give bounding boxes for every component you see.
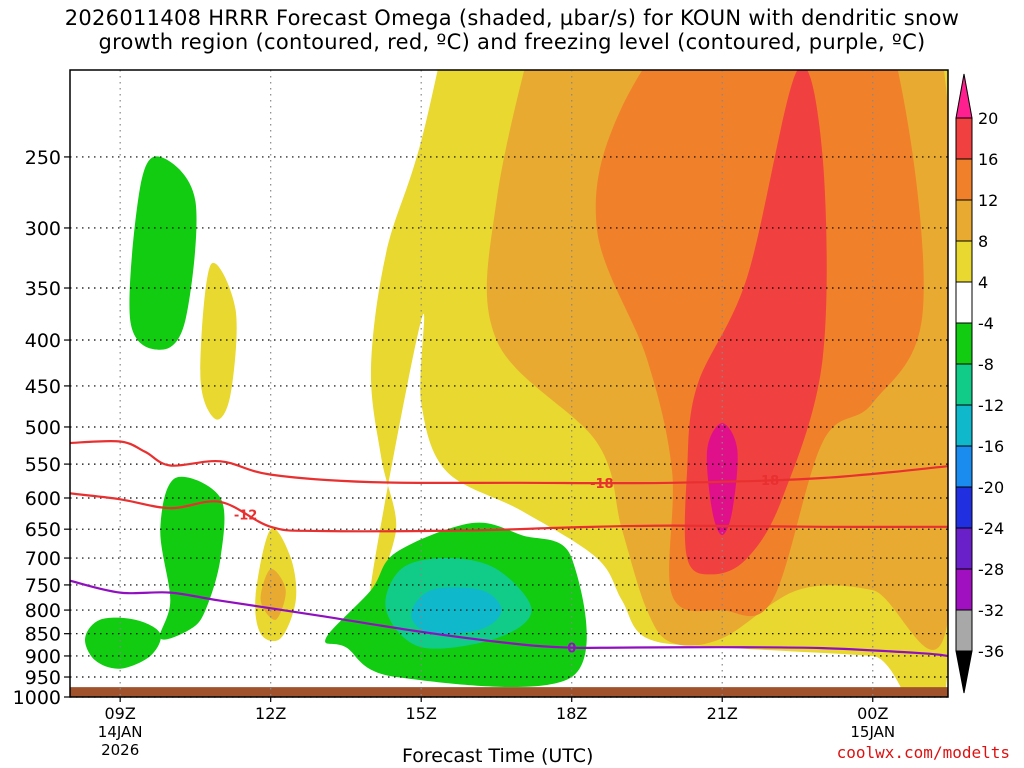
- colorbar-label-4: 4: [978, 273, 988, 292]
- y-tick-label-900: 900: [25, 646, 61, 668]
- title-line-2: growth region (contoured, red, ºC) and f…: [98, 30, 926, 54]
- x-tick-label-00Z: 00Z: [857, 704, 888, 723]
- colorbar-label-1: 16: [978, 150, 998, 169]
- omega-region-12: [129, 156, 197, 350]
- colorbar-label-9: -20: [978, 478, 1004, 497]
- y-tick-label-350: 350: [25, 278, 61, 300]
- source-credit[interactable]: coolwx.com/modelts: [836, 743, 1010, 762]
- y-tick-label-450: 450: [25, 376, 61, 398]
- colorbar-segment-11: [955, 568, 973, 611]
- colorbar-label-8: -16: [978, 437, 1004, 456]
- colorbar-bottom-arrow: [955, 650, 973, 694]
- y-tick-label-600: 600: [25, 488, 61, 510]
- omega-region-13: [200, 262, 237, 420]
- colorbar-label-2: 12: [978, 191, 998, 210]
- ground-shading: [70, 687, 948, 697]
- contour-line-0: [70, 439, 948, 485]
- contour-line-1: [70, 492, 948, 533]
- x-tick-sublabel-00Z-0: 15JAN: [850, 723, 895, 741]
- contour-label-1: -18: [756, 474, 780, 489]
- colorbar-segment-9: [955, 486, 973, 529]
- x-tick-label-09Z: 09Z: [105, 704, 136, 723]
- colorbar-segment-12: [955, 609, 973, 652]
- contour-line-2: [70, 579, 948, 658]
- colorbar-top-arrow: [955, 73, 973, 119]
- colorbar-label-10: -24: [978, 519, 1004, 538]
- colorbar-label-11: -28: [978, 560, 1004, 579]
- colorbar-label-0: 20: [978, 109, 998, 128]
- colorbar-segment-10: [955, 527, 973, 570]
- y-tick-label-750: 750: [25, 575, 61, 597]
- colorbar-label-13: -36: [978, 642, 1004, 661]
- y-tick-label-250: 250: [25, 147, 61, 169]
- x-axis-title: Forecast Time (UTC): [402, 745, 594, 767]
- colorbar-label-7: -12: [978, 396, 1004, 415]
- x-tick-label-18Z: 18Z: [556, 704, 587, 723]
- colorbar-segment-6: [955, 363, 973, 406]
- x-tick-sublabel-09Z-0: 14JAN: [98, 723, 143, 741]
- colorbar-segment-0: [955, 117, 973, 160]
- x-tick-label-21Z: 21Z: [707, 704, 738, 723]
- y-tick-label-800: 800: [25, 600, 61, 622]
- contour-label-2: -12: [234, 509, 258, 524]
- title-line-1: 2026011408 HRRR Forecast Omega (shaded, …: [64, 6, 960, 30]
- colorbar-segment-2: [955, 199, 973, 242]
- colorbar-segment-4: [955, 281, 973, 324]
- contour-label-3: 0: [567, 642, 576, 657]
- x-tick-sublabel-09Z-1: 2026: [101, 741, 139, 759]
- colorbar-segment-1: [955, 158, 973, 201]
- x-tick-label-12Z: 12Z: [255, 704, 286, 723]
- colorbar-segment-5: [955, 322, 973, 365]
- y-tick-label-400: 400: [25, 330, 61, 352]
- x-tick-label-15Z: 15Z: [406, 704, 437, 723]
- chart-title: 2026011408 HRRR Forecast Omega (shaded, …: [0, 6, 1024, 54]
- plot-frame: [69, 69, 949, 698]
- colorbar-label-6: -8: [978, 355, 994, 374]
- y-tick-label-700: 700: [25, 548, 61, 570]
- omega-region-11: [411, 587, 502, 635]
- colorbar-segment-3: [955, 240, 973, 283]
- colorbar-label-12: -32: [978, 601, 1004, 620]
- y-tick-label-500: 500: [25, 417, 61, 439]
- y-tick-label-950: 950: [25, 667, 61, 689]
- colorbar-segment-8: [955, 445, 973, 488]
- y-tick-label-1000: 1000: [13, 687, 61, 709]
- colorbar-label-5: -4: [978, 314, 994, 333]
- y-tick-label-850: 850: [25, 624, 61, 646]
- y-tick-label-650: 650: [25, 519, 61, 541]
- colorbar-segment-7: [955, 404, 973, 447]
- colorbar-label-3: 8: [978, 232, 988, 251]
- contour-label-0: -18: [590, 477, 614, 492]
- y-tick-label-550: 550: [25, 454, 61, 476]
- omega-region-7: [84, 617, 161, 669]
- y-tick-label-300: 300: [25, 218, 61, 240]
